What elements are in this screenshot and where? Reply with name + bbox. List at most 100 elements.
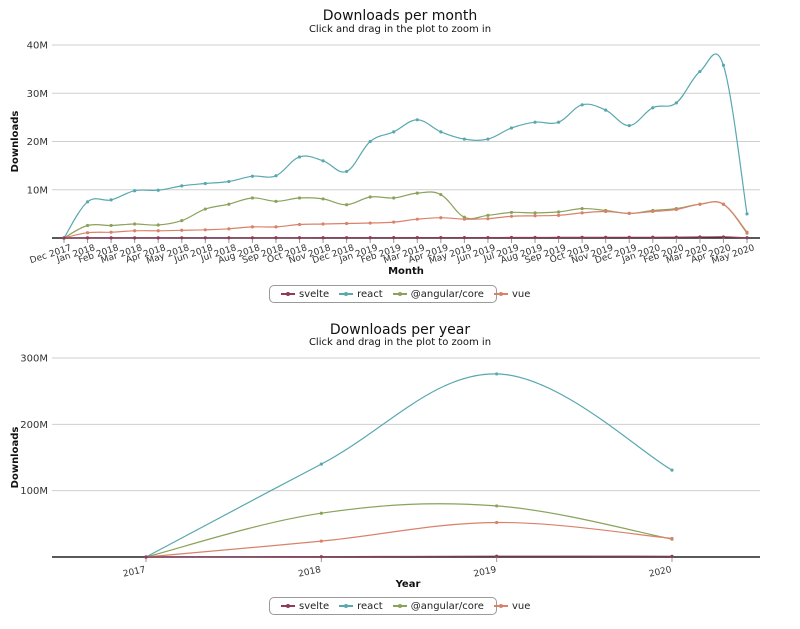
data-point-svelte (109, 236, 113, 240)
data-point-angular (556, 210, 561, 214)
data-point-svelte (274, 236, 278, 240)
chart-legend: svelte react @angular/core vue (269, 597, 530, 615)
legend-item-react[interactable]: react (339, 601, 383, 612)
data-point-react (274, 174, 278, 178)
data-point-svelte (486, 235, 490, 240)
x-tick-label: 2019 (473, 565, 498, 580)
data-point-svelte (533, 235, 537, 240)
x-tick-label: 2017 (122, 565, 146, 580)
data-point-svelte (297, 236, 302, 240)
data-point-svelte (698, 235, 702, 239)
data-point-angular (415, 191, 419, 195)
data-point-react (698, 69, 702, 74)
data-point-svelte (670, 554, 674, 558)
x-axis-title: Year (395, 579, 421, 590)
legend-item-react[interactable]: react (339, 289, 383, 300)
y-tick-label: 40M (27, 41, 48, 52)
series-line-vue (63, 201, 748, 239)
data-point-react (415, 118, 419, 122)
chart-subtitle: Click and drag in the plot to zoom in (308, 24, 492, 35)
data-point-angular (109, 223, 113, 228)
data-point-vue (674, 207, 678, 212)
data-point-vue (580, 211, 584, 215)
data-point-angular (203, 207, 207, 211)
data-point-vue (203, 228, 207, 232)
y-tick-label: 20M (27, 137, 48, 148)
data-point-vue (345, 221, 349, 226)
data-point-svelte (227, 236, 231, 240)
y-tick-label: 10M (27, 185, 48, 196)
data-point-vue (698, 202, 702, 206)
data-point-vue (109, 230, 113, 234)
data-point-angular (509, 210, 514, 215)
legend-item-angular[interactable]: @angular/core (392, 601, 484, 612)
data-point-vue (627, 211, 631, 215)
data-point-svelte (462, 235, 466, 240)
data-point-vue (533, 214, 537, 218)
data-point-svelte (495, 554, 499, 558)
data-point-angular (274, 199, 278, 203)
data-point-react (297, 155, 302, 159)
data-point-svelte (180, 236, 184, 240)
data-point-react (486, 137, 490, 141)
data-point-react (674, 101, 678, 105)
data-point-react (227, 179, 231, 184)
data-point-vue (368, 221, 372, 225)
data-point-angular (368, 195, 372, 199)
data-point-angular (180, 219, 184, 223)
data-point-vue (319, 539, 323, 543)
data-point-react (604, 108, 608, 112)
data-point-svelte (651, 235, 655, 239)
data-point-react (651, 106, 655, 110)
data-point-react (133, 189, 137, 193)
data-point-svelte (156, 236, 160, 240)
series-line-angular (145, 503, 673, 558)
data-point-svelte (144, 555, 148, 559)
series-line-react (145, 373, 673, 558)
legend-item-vue[interactable]: vue (493, 601, 530, 612)
data-point-svelte (439, 235, 443, 240)
data-point-svelte (319, 555, 323, 559)
data-point-vue (392, 220, 396, 224)
legend-item-angular[interactable]: @angular/core (392, 289, 484, 300)
data-point-react (321, 159, 325, 163)
yearly-downloads-chart[interactable]: Downloads per year Click and drag in the… (0, 314, 800, 626)
data-point-angular (495, 504, 499, 508)
data-point-react (439, 130, 443, 134)
data-point-svelte (674, 235, 678, 239)
legend-item-svelte[interactable]: svelte (281, 289, 329, 300)
data-point-vue (721, 202, 726, 206)
data-point-svelte (604, 235, 608, 239)
legend-line-icon (339, 602, 354, 610)
chart-subtitle: Click and drag in the plot to zoom in (308, 337, 492, 348)
data-point-angular (486, 213, 490, 217)
data-point-vue (321, 222, 325, 226)
data-point-react (203, 181, 207, 186)
data-point-angular (227, 202, 231, 206)
data-point-svelte (415, 236, 419, 240)
data-point-react (556, 120, 561, 124)
data-point-svelte (509, 235, 514, 240)
x-tick-label: 2020 (648, 565, 673, 580)
data-point-react (462, 137, 466, 141)
data-point-vue (604, 209, 608, 214)
y-axis-title: Downloads (10, 111, 21, 173)
data-point-svelte (580, 235, 584, 239)
series-line-vue (145, 521, 673, 558)
data-point-svelte (556, 235, 561, 240)
data-point-angular (439, 192, 443, 197)
data-point-vue (227, 227, 231, 231)
legend-item-svelte[interactable]: svelte (281, 601, 329, 612)
data-point-vue (745, 230, 749, 234)
chart-title: Downloads per month (322, 8, 478, 24)
data-point-angular (533, 211, 537, 215)
data-point-react (250, 174, 255, 178)
legend-item-vue[interactable]: vue (493, 289, 530, 300)
monthly-downloads-chart[interactable]: Downloads per month Click and drag in th… (0, 0, 800, 312)
legend-line-icon (281, 602, 295, 610)
data-point-svelte (721, 235, 726, 239)
series-line-react (63, 53, 748, 239)
y-tick-label: 100M (20, 486, 48, 497)
